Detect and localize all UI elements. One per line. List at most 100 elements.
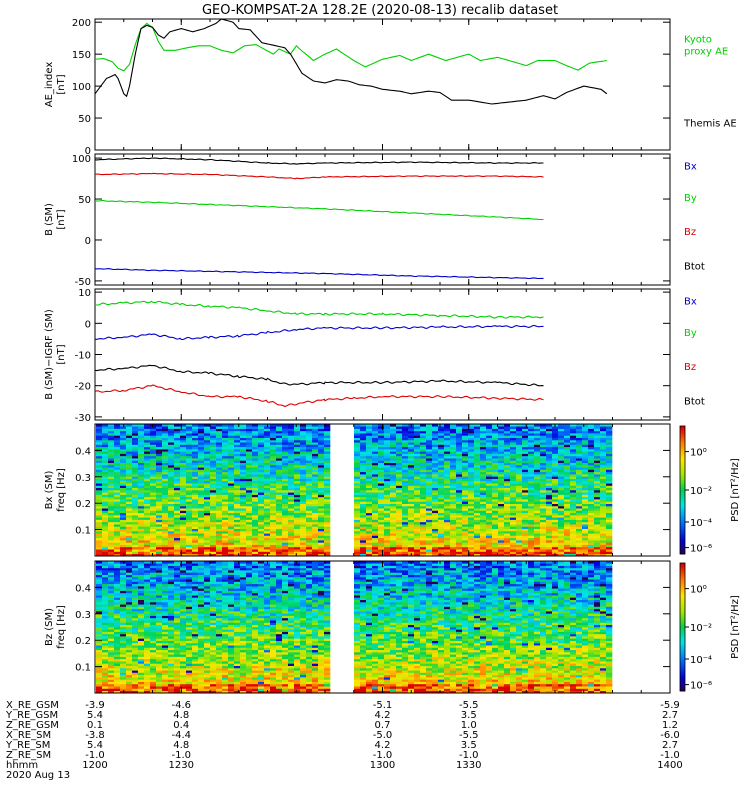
spectrogram-cell (522, 458, 529, 461)
spectrogram-cell (390, 510, 397, 514)
spectrogram-cell (420, 480, 427, 484)
spectrogram-cell (444, 485, 451, 488)
spectrogram-cell (384, 467, 391, 470)
spectrogram-cell (246, 480, 253, 484)
spectrogram-cell (258, 465, 265, 468)
spectrogram-cell (372, 471, 379, 475)
spectrogram-cell (198, 544, 205, 548)
spectrogram-cell (102, 496, 109, 500)
spectrogram-cell (546, 546, 553, 550)
spectrogram-cell (594, 517, 601, 520)
spectrogram-cell (282, 444, 289, 448)
spectrogram-cell (258, 485, 265, 488)
spectrogram-cell (180, 435, 187, 438)
spectrogram-cell (270, 442, 277, 445)
spectrogram-cell (390, 462, 397, 466)
spectrogram-cell (588, 476, 595, 479)
spectrogram-cell (216, 428, 223, 432)
spectrogram-cell (390, 551, 397, 554)
spectrogram-cell (156, 499, 163, 502)
spectrogram-cell (528, 508, 535, 511)
spectrogram-cell (192, 471, 199, 475)
spectrogram-cell (534, 483, 541, 486)
spectrogram-cell (138, 510, 145, 514)
spectrogram-cell (234, 444, 241, 448)
spectrogram-cell (126, 442, 133, 445)
spectrogram-cell (354, 549, 361, 552)
spectrogram-cell (216, 533, 223, 536)
spectrogram-cell (558, 449, 565, 452)
spectrogram-cell (414, 537, 421, 541)
spectrogram-cell (372, 442, 379, 445)
spectrogram-cell (528, 444, 535, 448)
spectrogram-cell (234, 455, 241, 459)
spectrogram-cell (594, 542, 601, 545)
spectrogram-cell (306, 549, 313, 552)
spectrogram-cell (138, 467, 145, 470)
spectrogram-cell (204, 524, 211, 527)
spectrogram-cell (498, 515, 505, 518)
spectrogram-cell (474, 494, 481, 498)
spectrogram-cell (582, 490, 589, 493)
spectrogram-cell (606, 517, 613, 520)
spectrogram-cell (528, 467, 535, 470)
spectrogram-cell (354, 426, 361, 429)
spectrogram-cell (606, 553, 613, 557)
spectrogram-cell (522, 476, 529, 479)
spectrogram-cell (492, 462, 499, 466)
spectrogram-cell (312, 503, 319, 507)
spectrogram-cell (120, 476, 127, 479)
spectrogram-cell (270, 492, 277, 495)
spectrogram-cell (396, 424, 403, 427)
spectrogram-cell (174, 526, 181, 529)
spectrogram-cell (126, 485, 133, 488)
spectrogram-cell (492, 458, 499, 461)
spectrogram-cell (204, 485, 211, 488)
spectrogram-cell (246, 478, 253, 482)
spectrogram-cell (390, 437, 397, 441)
spectrogram-cell (288, 444, 295, 448)
spectrogram-cell (360, 455, 367, 459)
spectrogram-cell (570, 503, 577, 507)
spectrogram-cell (198, 437, 205, 441)
spectrogram-cell (492, 439, 499, 443)
spectrogram-cell (264, 483, 271, 486)
spectrogram-cell (588, 471, 595, 475)
spectrogram-cell (552, 476, 559, 479)
spectrogram-cell (288, 437, 295, 441)
spectrogram-cell (528, 515, 535, 518)
spectrogram-cell (252, 487, 259, 491)
spectrogram-cell (396, 503, 403, 507)
spectrogram-cell (468, 501, 475, 504)
spectrogram-cell (456, 519, 463, 523)
spectrogram-cell (462, 446, 469, 450)
spectrogram-cell (468, 546, 475, 550)
spectrogram-cell (510, 487, 517, 491)
spectrogram-cell (306, 512, 313, 516)
spectrogram-cell (246, 510, 253, 514)
spectrogram-cell (372, 433, 379, 436)
spectrogram-cell (384, 537, 391, 541)
spectrogram-cell (570, 535, 577, 539)
spectrogram-cell (246, 515, 253, 518)
spectrogram-cell (528, 494, 535, 498)
spectrogram-cell (528, 549, 535, 552)
spectrogram-cell (504, 524, 511, 527)
spectrogram-cell (294, 483, 301, 486)
spectrogram-cell (576, 544, 583, 548)
spectrogram-cell (96, 503, 103, 507)
spectrogram-cell (270, 531, 277, 534)
spectrogram-cell (486, 460, 493, 463)
spectrogram-cell (144, 510, 151, 514)
spectrogram-cell (150, 503, 157, 507)
spectrogram-cell (108, 476, 115, 479)
spectrogram-cell (552, 528, 559, 532)
spectrogram-cell (222, 437, 229, 441)
spectrogram-cell (270, 490, 277, 493)
spectrogram-cell (360, 453, 367, 457)
spectrogram-cell (360, 503, 367, 507)
spectrogram-cell (96, 535, 103, 539)
spectrogram-cell (522, 549, 529, 552)
spectrogram-cell (300, 540, 307, 543)
spectrogram-cell (318, 526, 325, 529)
